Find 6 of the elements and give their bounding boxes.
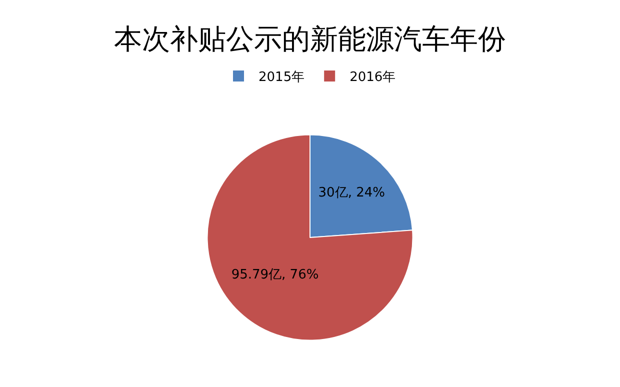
data-label: 30亿, 24% — [318, 185, 385, 200]
legend-label: 2015年 — [258, 70, 305, 86]
legend-label: 2016年 — [350, 70, 396, 86]
data-label: 95.79亿, 76% — [231, 268, 319, 283]
pie-slice — [206, 134, 414, 341]
chart-title: 本次补贴公示的新能源汽车年份 — [114, 22, 506, 56]
